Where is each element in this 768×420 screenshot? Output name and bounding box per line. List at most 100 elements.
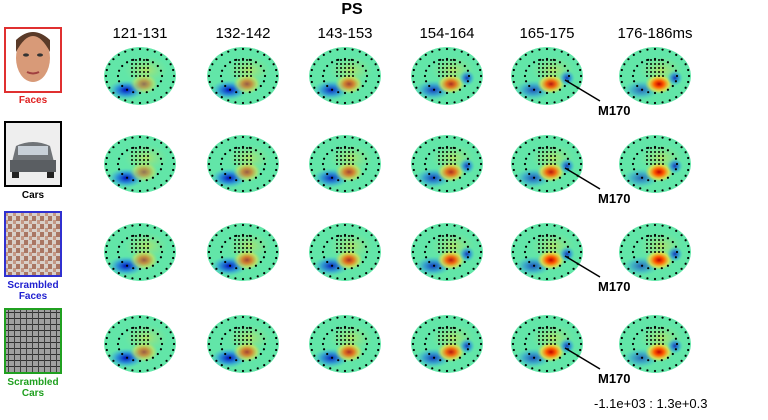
- sensor: [528, 172, 531, 176]
- sensor: [567, 250, 571, 254]
- blob: [130, 74, 158, 94]
- sensor: [249, 101, 252, 104]
- sensor: [646, 224, 649, 227]
- blob: [335, 162, 363, 182]
- sensor: [438, 159, 440, 161]
- sensor: [432, 61, 436, 64]
- sensor: [554, 251, 556, 253]
- sensor: [348, 159, 350, 161]
- sensor: [131, 67, 133, 69]
- sensor: [419, 91, 422, 94]
- sensor: [160, 96, 163, 99]
- sensor: [135, 331, 137, 333]
- topography-map: [104, 135, 176, 193]
- sensor: [524, 337, 528, 340]
- sensor: [454, 67, 456, 69]
- sensor: [138, 359, 142, 363]
- sensor: [215, 359, 218, 362]
- sensor: [675, 250, 679, 254]
- sensor: [463, 260, 466, 264]
- sensor: [647, 359, 650, 362]
- sensor: [442, 247, 444, 249]
- sensor: [684, 86, 687, 89]
- sensor: [446, 159, 448, 161]
- sensor: [268, 91, 271, 94]
- sensor: [658, 159, 660, 161]
- field: [511, 135, 583, 193]
- sensor: [654, 163, 656, 165]
- sensor: [336, 63, 338, 65]
- sensor: [263, 184, 266, 187]
- sensor: [250, 247, 252, 249]
- sensor: [275, 80, 278, 84]
- sensor: [650, 159, 652, 161]
- sensor: [680, 326, 683, 329]
- sensor: [452, 91, 455, 94]
- sensor: [567, 53, 570, 56]
- sensor: [220, 348, 224, 351]
- sensor: [241, 267, 245, 271]
- sensor: [454, 243, 456, 245]
- sensor: [450, 155, 452, 157]
- sensor: [370, 326, 373, 329]
- sensor: [450, 63, 452, 65]
- sensor: [310, 348, 313, 352]
- sensor: [419, 179, 422, 182]
- sensor: [348, 339, 350, 341]
- sensor: [661, 369, 664, 372]
- sensor: [479, 80, 482, 84]
- sensor: [415, 262, 418, 265]
- sensor: [554, 163, 556, 165]
- sensor: [467, 74, 471, 78]
- sensor: [165, 146, 168, 149]
- sensor: [572, 91, 575, 94]
- sensor: [374, 174, 377, 177]
- sensor: [139, 71, 141, 73]
- sensor: [143, 59, 145, 61]
- sensor: [377, 348, 380, 352]
- sensor: [454, 235, 456, 237]
- sensor: [550, 63, 552, 65]
- column-label: 132-142: [215, 25, 270, 42]
- sensor: [524, 80, 528, 83]
- sensor: [227, 318, 230, 321]
- sensor: [479, 162, 483, 166]
- sensor: [542, 339, 544, 341]
- sensor: [159, 168, 163, 171]
- sensor: [671, 172, 674, 176]
- sensor: [330, 149, 334, 152]
- sensor: [348, 327, 350, 329]
- sensor: [646, 327, 648, 329]
- sensor: [579, 168, 582, 172]
- sensor: [632, 348, 636, 351]
- sensor: [330, 237, 334, 240]
- sensor: [627, 234, 630, 237]
- sensor: [579, 68, 582, 72]
- sensor: [169, 63, 172, 66]
- sensor: [560, 318, 563, 321]
- sensor: [263, 321, 266, 324]
- sensor: [661, 189, 664, 192]
- sensor: [519, 146, 522, 149]
- sensor: [132, 179, 135, 182]
- sensor: [242, 71, 244, 73]
- sensor: [636, 152, 639, 156]
- sensor: [322, 53, 325, 56]
- sensor: [234, 247, 236, 249]
- blob: [233, 74, 261, 94]
- sensor: [442, 63, 444, 65]
- sensor: [524, 168, 528, 171]
- sensor: [515, 86, 518, 89]
- sensor: [131, 247, 133, 249]
- sensor: [246, 247, 248, 249]
- sensor: [442, 335, 444, 337]
- sensor: [242, 63, 244, 65]
- sensor: [415, 331, 418, 334]
- sensor: [117, 321, 120, 324]
- sensor: [432, 329, 436, 332]
- sensor: [666, 88, 670, 91]
- sensor: [512, 244, 515, 248]
- sensor: [356, 329, 360, 332]
- sensor: [538, 339, 540, 341]
- sensor: [524, 229, 527, 232]
